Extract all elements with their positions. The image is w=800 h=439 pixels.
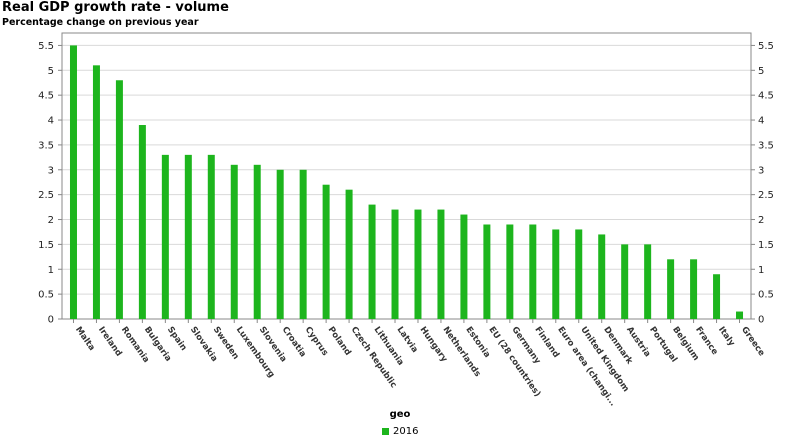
y-tick-label: 4 — [48, 116, 54, 127]
bar — [414, 209, 422, 319]
y-tick-label: 3.5 — [38, 140, 54, 151]
y-tick-label: 1.5 — [38, 240, 54, 251]
bar — [575, 229, 583, 319]
y-tick-label-right: 5 — [758, 66, 764, 77]
bar — [138, 125, 146, 319]
y-tick-label: 5.5 — [38, 41, 54, 52]
y-tick-label-right: 5.5 — [758, 41, 774, 52]
bar — [644, 244, 652, 319]
y-tick-label-right: 0 — [758, 315, 764, 326]
bar — [713, 274, 721, 319]
chart-subtitle: Percentage change on previous year — [2, 17, 199, 28]
y-tick-label-right: 3 — [758, 165, 764, 176]
bar — [115, 80, 123, 320]
bar — [621, 244, 629, 319]
bar — [92, 65, 100, 319]
bar — [690, 259, 698, 319]
bar — [483, 224, 491, 319]
y-tick-label-right: 4 — [758, 116, 764, 127]
y-tick-label: 0 — [48, 315, 54, 326]
x-tick-label: Italy — [716, 325, 737, 349]
y-tick-label: 2 — [48, 215, 54, 226]
bar — [322, 184, 330, 319]
bar — [460, 214, 468, 319]
bar — [736, 311, 744, 319]
y-tick-label-right: 3.5 — [758, 140, 774, 151]
bar — [552, 229, 560, 319]
bar — [598, 234, 606, 319]
legend[interactable]: 2016 — [382, 426, 418, 437]
bar — [276, 169, 284, 319]
legend-label: 2016 — [393, 426, 419, 437]
bar — [230, 164, 238, 319]
bar — [207, 154, 215, 319]
bar — [184, 154, 192, 319]
y-tick-label-right: 1 — [758, 265, 764, 276]
x-tick-label: Malta — [73, 325, 97, 353]
bar — [667, 259, 675, 319]
x-tick-label: Spain — [165, 325, 189, 353]
bar — [161, 154, 169, 319]
bar — [391, 209, 399, 319]
y-tick-label-right: 1.5 — [758, 240, 774, 251]
bar — [345, 189, 353, 319]
plot-frame — [61, 32, 752, 320]
y-tick-label: 5 — [48, 66, 54, 77]
bar — [529, 224, 537, 319]
y-tick-label: 2.5 — [38, 190, 54, 201]
y-tick-label-right: 4.5 — [758, 91, 774, 102]
bar — [368, 204, 376, 319]
y-tick-label: 0.5 — [38, 290, 54, 301]
bar — [69, 45, 77, 319]
bar — [506, 224, 514, 319]
legend-title: geo — [389, 409, 411, 420]
bar — [253, 164, 261, 319]
y-tick-label: 3 — [48, 165, 54, 176]
chart-title: Real GDP growth rate - volume — [2, 0, 229, 15]
y-tick-label-right: 0.5 — [758, 290, 774, 301]
y-tick-label: 1 — [48, 265, 54, 276]
y-tick-label-right: 2.5 — [758, 190, 774, 201]
bar — [299, 169, 307, 319]
bar — [437, 209, 445, 319]
x-tick-label: Greece — [739, 325, 767, 358]
y-tick-label-right: 2 — [758, 215, 764, 226]
legend-swatch — [382, 428, 389, 435]
y-tick-label: 4.5 — [38, 91, 54, 102]
